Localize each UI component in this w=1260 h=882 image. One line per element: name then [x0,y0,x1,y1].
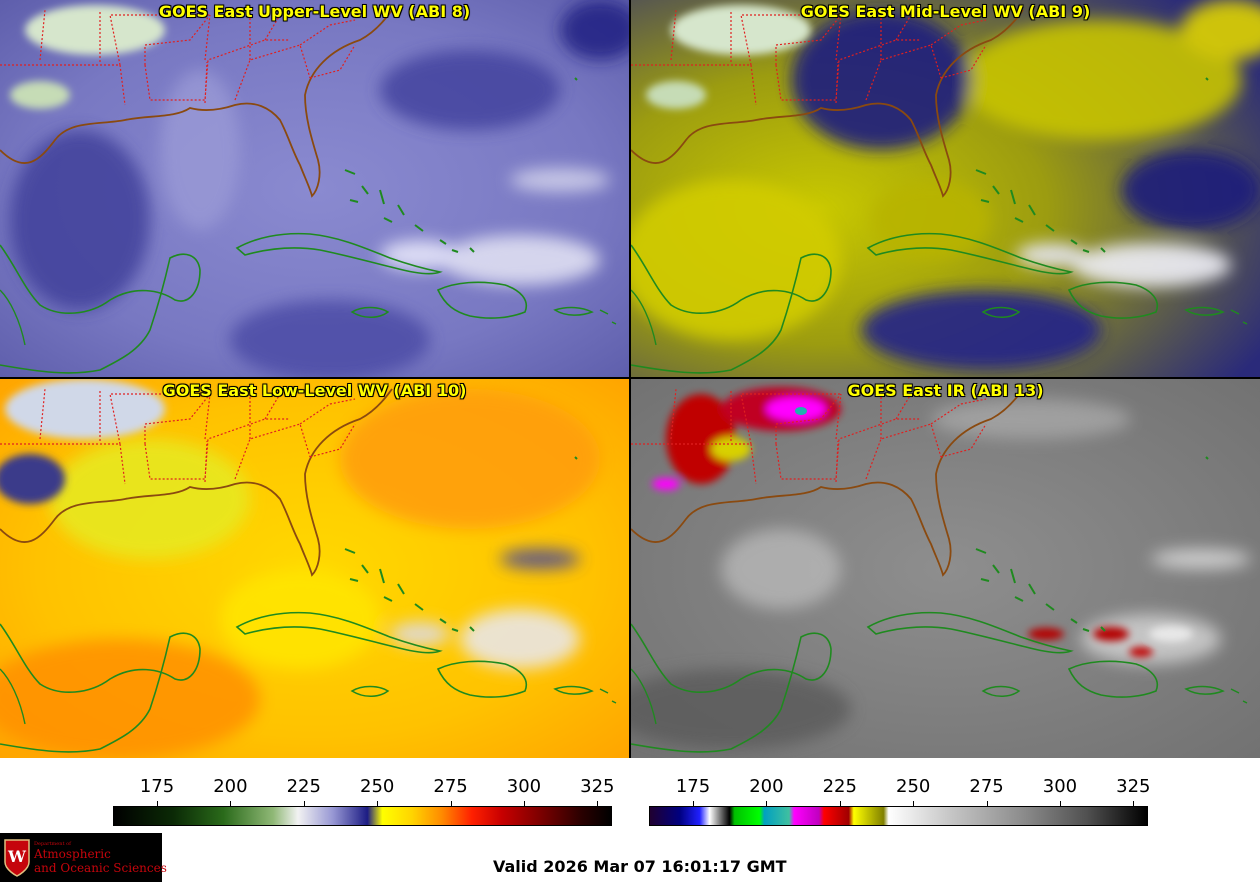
colorbar-tick-mark [377,801,379,806]
colorbar-tick-label: 175 [139,776,175,797]
colorbar-tick-label: 250 [359,776,395,797]
colorbar-tick-mark [839,801,841,806]
colorbar-tick-label: 300 [506,776,542,797]
satellite-image-upper-level [0,0,629,377]
colorbar-tick-mark [1059,801,1061,806]
colorbar-tick-mark [450,801,452,806]
panel-title: GOES East IR (ABI 13) [847,381,1044,400]
satellite-image-mid-level [631,0,1260,377]
aos-logo: W Department of Atmospheric and Oceanic … [0,833,167,882]
colorbar-tick-mark [766,801,768,806]
colorbar-tick-mark [523,801,525,806]
svg-text:W: W [7,847,27,866]
colorbar-tick-label: 275 [969,776,1004,797]
colorbar-tick-mark [303,801,305,806]
panel-title: GOES East Mid-Level WV (ABI 9) [800,2,1091,21]
colorbar-tick-mark [157,801,159,806]
panel-upper-level-wv: GOES East Upper-Level WV (ABI 8) [0,0,629,377]
colorbar-tick-label: 225 [822,776,857,797]
colorbar-tick-mark [230,801,232,806]
logo-line2: and Oceanic Sciences [34,861,167,875]
logo-line1: Atmospheric [34,847,111,861]
colorbar-tick-label: 275 [433,776,468,797]
colorbar-tick-mark [597,801,599,806]
colorbar-tick-label: 250 [895,776,931,797]
colorbar-tick-label: 225 [286,776,321,797]
satellite-image-ir [631,379,1260,758]
valid-time: Valid 2026 Mar 07 16:01:17 GMT [493,857,787,876]
panel-ir: GOES East IR (ABI 13) [631,379,1260,758]
colorbar-tick-mark [1133,801,1135,806]
colorbar-tick-mark [693,801,695,806]
satellite-image-low-level [0,379,629,758]
panel-divider-horizontal [0,377,1260,379]
colorbar-tick-label: 200 [749,776,784,797]
panel-mid-level-wv: GOES East Mid-Level WV (ABI 9) [631,0,1260,377]
panel-title: GOES East Low-Level WV (ABI 10) [162,381,467,400]
panel-divider-vertical [629,0,631,758]
colorbar-tick-label: 200 [213,776,248,797]
uw-crest-icon: W [4,839,30,877]
panel-title: GOES East Upper-Level WV (ABI 8) [158,2,471,21]
logo-dept-text: Department of [34,841,71,847]
colorbar-tick-label: 300 [1042,776,1078,797]
colorbar-tick-label: 175 [675,776,711,797]
colorbar-infrared [649,806,1148,826]
colorbar-water-vapor [113,806,612,826]
colorbar-tick-label: 325 [1116,776,1151,797]
colorbar-tick-mark [986,801,988,806]
colorbar-tick-mark [913,801,915,806]
colorbar-tick-label: 325 [580,776,615,797]
panel-low-level-wv: GOES East Low-Level WV (ABI 10) [0,379,629,758]
